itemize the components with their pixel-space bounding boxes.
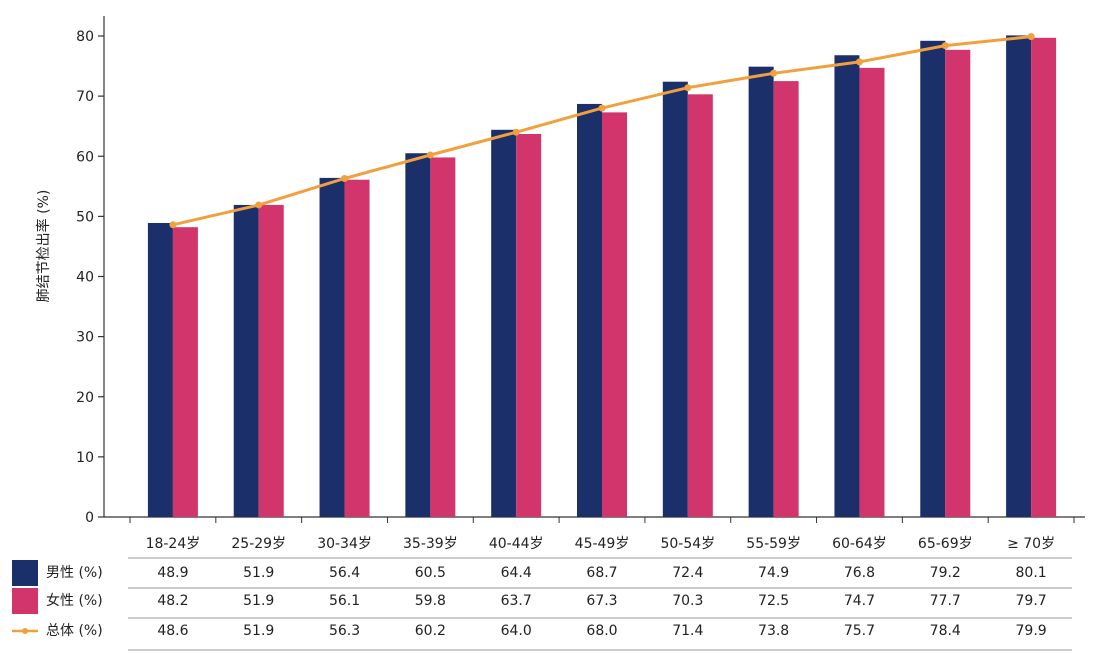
table-cell: 59.8 bbox=[415, 593, 446, 609]
bar-female bbox=[773, 81, 799, 517]
table-cell: 64.0 bbox=[501, 623, 532, 639]
bar-male bbox=[319, 177, 345, 517]
y-tick-label: 10 bbox=[76, 450, 94, 466]
table-cell: 74.7 bbox=[844, 593, 875, 609]
table-cell: 56.3 bbox=[329, 623, 360, 639]
y-tick-label: 30 bbox=[76, 330, 94, 346]
y-tick-label: 50 bbox=[76, 209, 94, 225]
x-category-label: 50-54岁 bbox=[660, 536, 715, 552]
legend-label: 总体 (%) bbox=[46, 623, 103, 639]
table-cell: 63.7 bbox=[501, 593, 532, 609]
point-total bbox=[169, 221, 177, 229]
legend-label: 女性 (%) bbox=[46, 592, 103, 609]
table-cell: 68.0 bbox=[586, 623, 617, 639]
table-cell: 60.5 bbox=[415, 565, 446, 581]
bar-female bbox=[258, 204, 284, 518]
x-category-label: 18-24岁 bbox=[146, 536, 201, 552]
point-total bbox=[512, 128, 520, 136]
x-category-label: 25-29岁 bbox=[231, 536, 286, 552]
table-cell: 70.3 bbox=[672, 593, 703, 609]
data-table: 18-24岁 25-29岁 30-34岁 35-39岁 40-44岁 45-49岁 50-5… bbox=[12, 536, 1072, 651]
bar-male bbox=[834, 55, 860, 518]
x-category-label: 60-64岁 bbox=[832, 536, 887, 552]
table-cell: 67.3 bbox=[586, 593, 617, 609]
table-cell: 79.7 bbox=[1016, 593, 1047, 609]
table-cell: 72.4 bbox=[672, 565, 703, 581]
bar-male bbox=[577, 103, 602, 517]
legend-marker bbox=[22, 628, 28, 634]
y-tick-label: 20 bbox=[76, 390, 94, 406]
bar-female bbox=[344, 179, 370, 518]
bar-male bbox=[233, 204, 259, 518]
bar-female bbox=[430, 157, 456, 517]
plot-area: 0 10 20 30 40 50 60 70 80 bbox=[76, 16, 1085, 526]
table-cell: 48.6 bbox=[157, 623, 188, 639]
point-total bbox=[855, 58, 863, 66]
point-total bbox=[770, 69, 778, 77]
bar-male bbox=[405, 153, 431, 517]
table-cell: 56.1 bbox=[329, 593, 360, 609]
y-tick-label: 60 bbox=[76, 149, 94, 165]
x-category-label: 35-39岁 bbox=[403, 536, 458, 552]
bar-male bbox=[147, 222, 173, 517]
point-total bbox=[684, 84, 692, 92]
legend-label: 男性 (%) bbox=[46, 565, 103, 581]
table-cell: 51.9 bbox=[243, 593, 274, 609]
legend-swatch bbox=[12, 560, 38, 586]
point-total bbox=[1027, 33, 1035, 41]
table-cell: 48.9 bbox=[157, 565, 188, 581]
bar-male bbox=[662, 81, 688, 517]
table-cell: 60.2 bbox=[415, 623, 446, 639]
point-total bbox=[598, 104, 606, 112]
table-cell: 51.9 bbox=[243, 565, 274, 581]
bar-male bbox=[1006, 35, 1032, 518]
legend-swatch bbox=[12, 588, 38, 614]
x-category-label: 65-69岁 bbox=[918, 536, 973, 552]
point-total bbox=[341, 174, 349, 182]
bar-female bbox=[687, 94, 713, 517]
bar-female bbox=[859, 67, 885, 518]
table-cell: 77.7 bbox=[930, 593, 961, 609]
table-cell: 72.5 bbox=[758, 593, 789, 609]
table-cell: 75.7 bbox=[844, 623, 875, 639]
y-axis-label: 肺结节检出率 (%) bbox=[35, 190, 52, 303]
x-category-label: 40-44岁 bbox=[489, 536, 544, 552]
table-cell: 76.8 bbox=[844, 565, 875, 581]
bar-male bbox=[491, 129, 517, 518]
x-category-label: 45-49岁 bbox=[575, 536, 630, 552]
point-total bbox=[255, 201, 263, 209]
x-category-label: 55-59岁 bbox=[746, 536, 801, 552]
y-tick-label: 0 bbox=[85, 510, 94, 526]
table-cell: 78.4 bbox=[930, 623, 961, 639]
table-cell: 71.4 bbox=[672, 623, 703, 639]
x-category-label: ≥ 70岁 bbox=[1007, 536, 1055, 552]
bar-female bbox=[516, 134, 542, 517]
table-cell: 68.7 bbox=[586, 565, 617, 581]
y-tick-label: 80 bbox=[76, 29, 94, 45]
x-category-label: 30-34岁 bbox=[317, 536, 372, 552]
bar-female bbox=[1031, 37, 1057, 518]
bar-female bbox=[945, 49, 971, 518]
y-tick-label: 70 bbox=[76, 89, 94, 105]
bar-male bbox=[920, 40, 946, 518]
point-total bbox=[426, 151, 434, 159]
table-cell: 79.9 bbox=[1016, 623, 1047, 639]
table-cell: 74.9 bbox=[758, 565, 789, 581]
table-cell: 79.2 bbox=[930, 565, 961, 581]
y-tick-label: 40 bbox=[76, 270, 94, 286]
bar-female bbox=[172, 227, 198, 517]
table-cell: 51.9 bbox=[243, 623, 274, 639]
table-cell: 48.2 bbox=[157, 593, 188, 609]
table-cell: 73.8 bbox=[758, 623, 789, 639]
point-total bbox=[941, 42, 949, 50]
table-cell: 80.1 bbox=[1016, 565, 1047, 581]
bar-male bbox=[748, 66, 774, 517]
table-cell: 56.4 bbox=[329, 565, 360, 581]
table-cell: 64.4 bbox=[501, 565, 532, 581]
bar-female bbox=[602, 112, 627, 517]
